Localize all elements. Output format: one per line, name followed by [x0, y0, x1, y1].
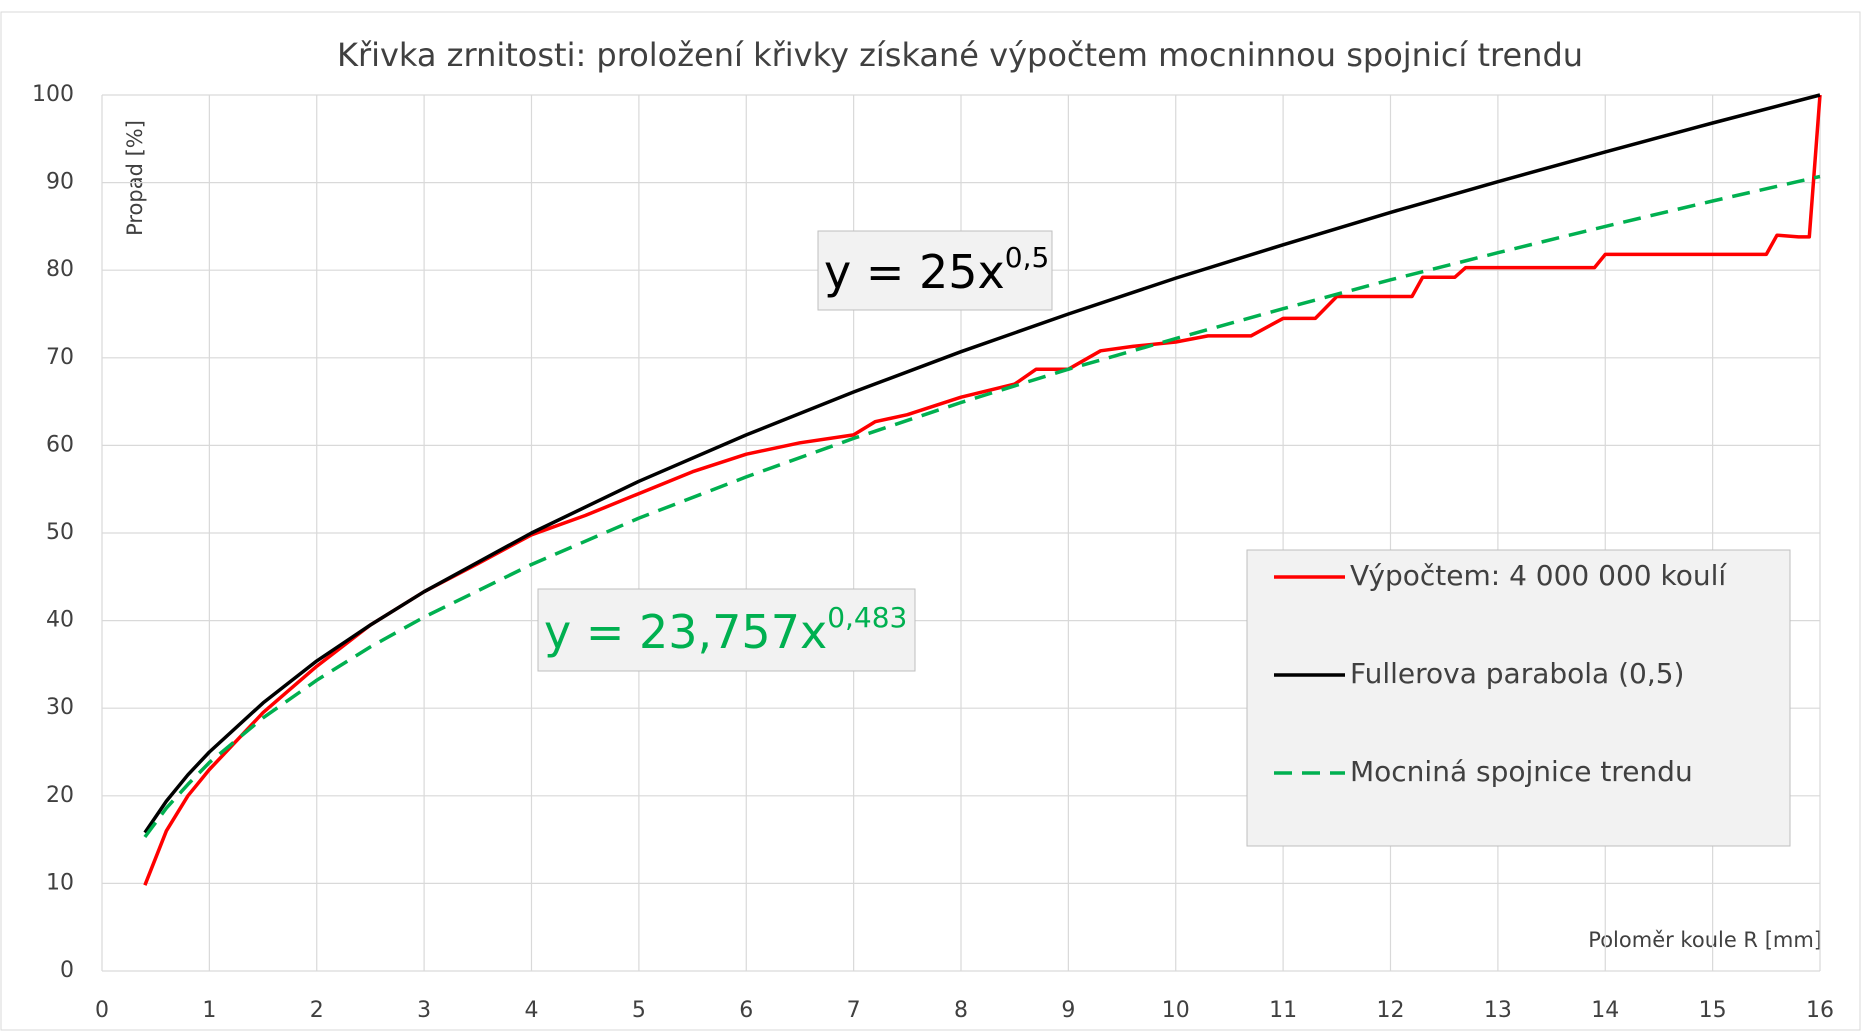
x-axis-label: Poloměr koule R [mm] [1588, 928, 1822, 952]
lines [143, 93, 1822, 886]
y-tick-label: 60 [46, 432, 74, 457]
annotation: y = 23,757x0,483 [544, 601, 907, 659]
legend-label: Mocniná spojnice trendu [1350, 755, 1693, 788]
x-tick-label: 0 [95, 998, 109, 1023]
x-tick-label: 14 [1591, 998, 1619, 1023]
y-tick-label: 40 [46, 608, 74, 633]
y-tick-label: 70 [46, 345, 74, 370]
x-tick-label: 5 [632, 998, 646, 1023]
y-tick-label: 30 [46, 695, 74, 720]
annotation: y = 25x0,5 [824, 241, 1049, 299]
x-tick-label: 1 [202, 998, 216, 1023]
legend: Výpočtem: 4 000 000 koulí Fullerova parab… [1246, 549, 1791, 847]
x-tick-label: 8 [954, 998, 968, 1023]
y-tick-label: 0 [60, 958, 74, 983]
x-tick-label: 13 [1484, 998, 1512, 1023]
annotation-text: y = 25x [824, 245, 1005, 299]
x-tick-label: 15 [1699, 998, 1727, 1023]
legend-box [1246, 549, 1791, 847]
frame [0, 11, 1861, 1031]
x-tick-label: 9 [1061, 998, 1075, 1023]
series-line [143, 93, 1821, 834]
series-line [143, 174, 1821, 839]
annotation-box [817, 230, 1053, 311]
x-tick-label: 2 [310, 998, 324, 1023]
y-tick-label: 90 [46, 170, 74, 195]
x-tick-label: 4 [525, 998, 539, 1023]
y-tick-label: 10 [46, 870, 74, 895]
y-tick-label: 80 [46, 257, 74, 282]
annotation-green: y = 23,757x0,483 [537, 588, 916, 672]
annotation-text: y = 23,757x [544, 605, 827, 659]
x-tick-label: 3 [417, 998, 431, 1023]
x-tick-label: 7 [847, 998, 861, 1023]
y-axis-label: Propad [%] [123, 120, 147, 236]
y-tick-label: 20 [46, 783, 74, 808]
y-tick-label: 50 [46, 520, 74, 545]
x-tick-label: 12 [1377, 998, 1405, 1023]
legend-label: Fullerova parabola (0,5) [1350, 657, 1684, 690]
annotation-box [537, 588, 916, 672]
annotation-superscript: 0,483 [827, 601, 907, 634]
annotation-superscript: 0,5 [1005, 241, 1050, 274]
x-tick-label: 6 [739, 998, 753, 1023]
legend-label: Výpočtem: 4 000 000 koulí [1350, 559, 1727, 592]
chart-title: Křivka zrnitosti: proložení křivky získa… [337, 36, 1583, 74]
y-tick-label: 100 [32, 82, 74, 107]
x-tick-label: 10 [1162, 998, 1190, 1023]
x-tick-label: 11 [1269, 998, 1297, 1023]
annotation-black: y = 25x0,5 [817, 230, 1053, 311]
x-tick-label: 16 [1806, 998, 1834, 1023]
